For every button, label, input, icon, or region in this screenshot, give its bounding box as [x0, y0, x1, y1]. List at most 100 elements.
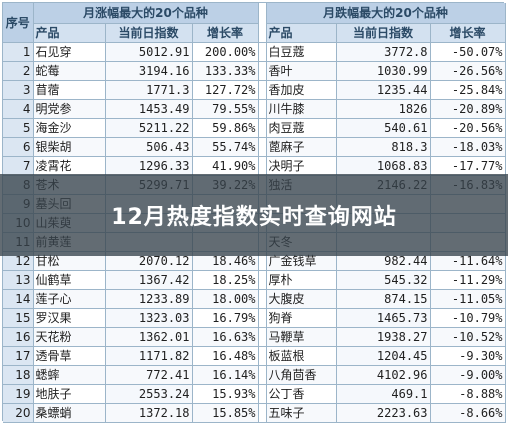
right-name: 香叶 [266, 61, 337, 81]
right-index: 1938.27 [336, 327, 431, 347]
right-name: 五味子 [266, 403, 337, 423]
left-name: 天花粉 [33, 327, 106, 347]
row-seq: 18 [3, 365, 34, 385]
column-gap [258, 384, 267, 404]
row-seq: 1 [3, 42, 34, 62]
right-index: 982.44 [336, 251, 431, 271]
right-index: 2223.63 [336, 403, 431, 423]
left-rate: 41.90% [192, 156, 259, 176]
row-seq: 5 [3, 118, 34, 138]
right-index: 1068.83 [336, 156, 431, 176]
row-seq: 15 [3, 308, 34, 328]
row-seq: 19 [3, 384, 34, 404]
right-rate: -10.79% [430, 308, 506, 328]
right-rate: -26.56% [430, 61, 506, 81]
left-index: 1233.89 [105, 289, 193, 309]
left-index: 772.41 [105, 365, 193, 385]
table-row: 4 明党参 1453.49 79.55% 川牛膝 1826 -20.89% [3, 99, 506, 119]
left-index: 506.43 [105, 137, 193, 157]
left-name: 罗汉果 [33, 308, 106, 328]
row-seq: 16 [3, 327, 34, 347]
left-rate: 15.85% [192, 403, 259, 423]
left-name: 桑螵蛸 [33, 403, 106, 423]
right-name: 马鞭草 [266, 327, 337, 347]
right-rate: -8.66% [430, 403, 506, 423]
left-index: 1171.82 [105, 346, 193, 366]
row-seq: 6 [3, 137, 34, 157]
table-row: 13 仙鹤草 1367.42 18.25% 厚朴 545.32 -11.29% [3, 270, 506, 290]
left-index: 1771.3 [105, 80, 193, 100]
left-name: 莲子心 [33, 289, 106, 309]
row-seq: 13 [3, 270, 34, 290]
column-gap [258, 327, 267, 347]
table-row: 14 莲子心 1233.89 18.00% 大腹皮 874.15 -11.05% [3, 289, 506, 309]
left-name: 石见穿 [33, 42, 106, 62]
right-rate: -18.03% [430, 137, 506, 157]
right-index: 818.3 [336, 137, 431, 157]
right-rate: -20.89% [430, 99, 506, 119]
left-table-title: 月涨幅最大的20个品种 [33, 3, 259, 24]
row-seq: 7 [3, 156, 34, 176]
left-name: 明党参 [33, 99, 106, 119]
table-row: 12 甘松 2070.12 18.46% 广金钱草 982.44 -11.64% [3, 251, 506, 271]
left-col-index: 当前日指数 [105, 23, 193, 43]
left-name: 地肤子 [33, 384, 106, 404]
column-gap [258, 99, 267, 119]
right-col-index: 当前日指数 [336, 23, 431, 43]
table-row: 16 天花粉 1362.01 16.63% 马鞭草 1938.27 -10.52% [3, 327, 506, 347]
right-name: 决明子 [266, 156, 337, 176]
row-seq: 2 [3, 61, 34, 81]
left-index: 1372.18 [105, 403, 193, 423]
table-row: 7 凌霄花 1296.33 41.90% 决明子 1068.83 -17.77% [3, 156, 506, 176]
right-table-title: 月跌幅最大的20个品种 [266, 3, 506, 24]
left-rate: 200.00% [192, 42, 259, 62]
left-name: 凌霄花 [33, 156, 106, 176]
left-index: 1362.01 [105, 327, 193, 347]
right-index: 4102.96 [336, 365, 431, 385]
table-row: 15 罗汉果 1323.03 16.79% 狗脊 1465.73 -10.79% [3, 308, 506, 328]
left-index: 1323.03 [105, 308, 193, 328]
left-name: 甘松 [33, 251, 106, 271]
left-col-rate: 增长率 [192, 23, 259, 43]
left-rate: 133.33% [192, 61, 259, 81]
right-col-name: 产品 [266, 23, 337, 43]
column-gap [258, 156, 267, 176]
header-row-columns: 产品 当前日指数 增长率 产品 当前日指数 增长率 [3, 23, 506, 43]
right-rate: -17.77% [430, 156, 506, 176]
left-index: 5012.91 [105, 42, 193, 62]
left-index: 1453.49 [105, 99, 193, 119]
row-seq: 4 [3, 99, 34, 119]
right-name: 狗脊 [266, 308, 337, 328]
left-rate: 16.48% [192, 346, 259, 366]
title-banner: 12月热度指数实时查询网站 [0, 174, 508, 256]
right-name: 大腹皮 [266, 289, 337, 309]
column-gap [258, 42, 267, 62]
column-gap [258, 3, 267, 43]
left-name: 蛇莓 [33, 61, 106, 81]
seq-header: 序号 [3, 3, 34, 43]
right-rate: -20.56% [430, 118, 506, 138]
left-rate: 16.63% [192, 327, 259, 347]
left-rate: 18.00% [192, 289, 259, 309]
right-rate: -11.29% [430, 270, 506, 290]
left-index: 1296.33 [105, 156, 193, 176]
right-index: 874.15 [336, 289, 431, 309]
left-rate: 55.74% [192, 137, 259, 157]
right-index: 1465.73 [336, 308, 431, 328]
header-row-titles: 序号 月涨幅最大的20个品种 月跌幅最大的20个品种 [3, 3, 506, 43]
table-row: 19 地肤子 2553.24 15.93% 公丁香 469.1 -8.88% [3, 384, 506, 404]
right-rate: -10.52% [430, 327, 506, 347]
left-rate: 15.93% [192, 384, 259, 404]
table-row: 17 透骨草 1171.82 16.48% 板蓝根 1204.45 -9.30% [3, 346, 506, 366]
left-rate: 18.25% [192, 270, 259, 290]
right-index: 1204.45 [336, 346, 431, 366]
left-name: 银柴胡 [33, 137, 106, 157]
table-row: 2 蛇莓 3194.16 133.33% 香叶 1030.99 -26.56% [3, 61, 506, 81]
column-gap [258, 403, 267, 423]
right-index: 1235.44 [336, 80, 431, 100]
column-gap [258, 308, 267, 328]
column-gap [258, 346, 267, 366]
column-gap [258, 251, 267, 271]
table-row: 3 苜蓿 1771.3 127.72% 香加皮 1235.44 -25.84% [3, 80, 506, 100]
right-index: 1826 [336, 99, 431, 119]
